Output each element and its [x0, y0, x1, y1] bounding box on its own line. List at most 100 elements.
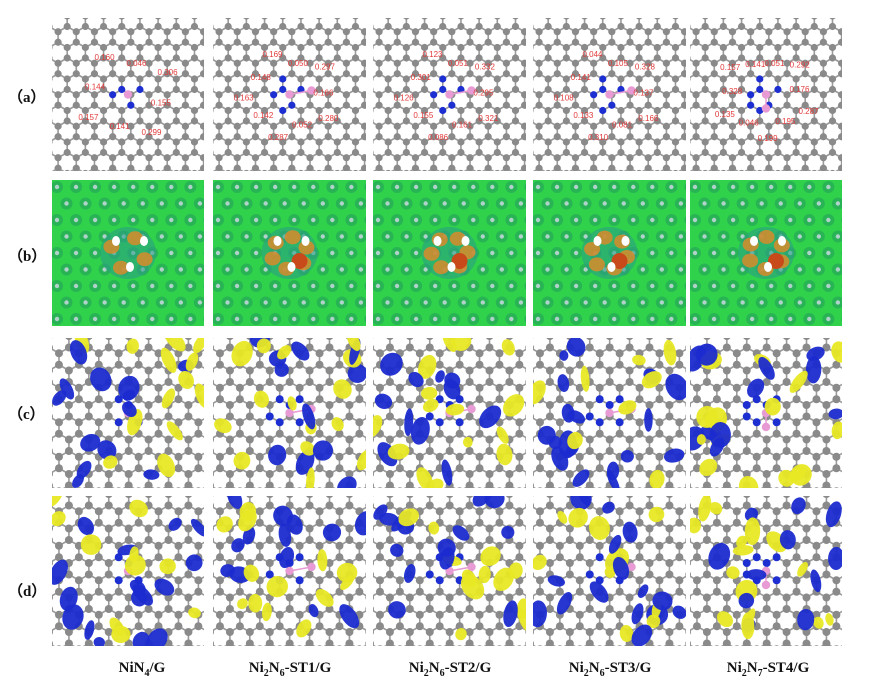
carbon-atom — [324, 28, 332, 36]
carbon-atom — [251, 133, 260, 141]
charge-label: 0.160 — [95, 53, 116, 62]
nitrogen-atom — [279, 85, 287, 94]
carbon-atom — [225, 378, 234, 386]
carbon-atom — [505, 481, 514, 488]
charge-label: 0.142 — [253, 111, 274, 120]
density-halo — [579, 296, 592, 309]
carbon-atom — [279, 43, 287, 52]
carbon-atom — [213, 413, 214, 420]
carbon-atom — [502, 28, 510, 36]
density-halo — [674, 263, 686, 276]
isosurface-yellow — [185, 352, 199, 371]
density-halo — [457, 296, 470, 309]
carbon-atom — [719, 106, 727, 115]
carbon-atom — [465, 366, 474, 375]
carbon-atom — [118, 18, 125, 20]
carbon-atom — [747, 70, 755, 78]
nitrogen-atom — [435, 418, 444, 427]
density-hole — [272, 316, 278, 322]
density-hole — [244, 201, 249, 206]
density-halo — [127, 214, 140, 226]
isosurface-blue — [268, 444, 287, 466]
density-halo — [373, 280, 384, 292]
density-hole — [102, 300, 107, 305]
carbon-atom — [373, 150, 374, 155]
carbon-atom — [52, 413, 53, 420]
carbon-atom — [485, 435, 494, 444]
carbon-atom — [265, 481, 274, 488]
isosurface-blue — [122, 389, 136, 401]
carbon-atom — [445, 366, 454, 375]
carbon-atom — [395, 418, 404, 427]
isosurface-blue — [122, 401, 137, 418]
carbon-atom — [136, 117, 144, 125]
density-halo — [400, 197, 413, 210]
carbon-atom — [425, 447, 434, 455]
density-halo — [193, 230, 204, 243]
density-halo — [70, 280, 83, 292]
carbon-atom — [215, 360, 224, 369]
carbon-atom — [279, 117, 287, 125]
carbon-atom — [411, 154, 420, 162]
carbon-atom — [393, 164, 401, 171]
density-halo — [354, 296, 366, 309]
density-halo — [646, 214, 659, 226]
carbon-atom — [702, 18, 709, 20]
density-halo — [250, 280, 263, 292]
carbon-atom — [710, 164, 718, 171]
density-hole — [234, 217, 240, 223]
carbon-atom — [373, 140, 374, 144]
density-halo — [391, 181, 404, 193]
carbon-atom — [213, 150, 214, 155]
carbon-atom — [720, 169, 726, 171]
carbon-atom — [342, 122, 350, 130]
carbon-atom — [511, 106, 520, 115]
charge-label: 0.166 — [638, 114, 659, 123]
carbon-atom — [255, 464, 264, 473]
density-halo — [746, 214, 759, 226]
carbon-atom — [52, 87, 53, 92]
density-halo — [70, 214, 83, 226]
density-halo — [108, 214, 121, 226]
panel-svg — [213, 180, 366, 326]
nitrogen-atom — [439, 85, 447, 94]
carbon-atom — [792, 117, 800, 125]
nitrogen-atom — [617, 85, 625, 94]
carbon-atom — [226, 338, 234, 340]
carbon-atom — [315, 138, 323, 146]
carbon-atom — [544, 43, 552, 52]
carbon-atom — [626, 154, 634, 162]
carbon-atom — [245, 447, 254, 455]
carbon-atom — [756, 117, 764, 125]
carbon-atom — [81, 106, 89, 115]
carbon-atom — [801, 91, 809, 99]
density-hole — [73, 316, 79, 322]
carbon-atom — [420, 85, 429, 94]
carbon-atom — [224, 54, 232, 62]
carbon-atom — [535, 154, 543, 162]
nitrogen-atom — [599, 85, 607, 94]
carbon-atom — [435, 452, 444, 461]
density-hole — [339, 201, 345, 206]
density-halo — [831, 197, 842, 210]
carbon-atom — [352, 18, 359, 20]
density-halo — [533, 247, 544, 259]
carbon-atom — [533, 87, 534, 92]
density-halo — [335, 296, 348, 309]
carbon-atom — [105, 338, 113, 340]
density-hole — [188, 316, 193, 322]
density-hole — [631, 217, 636, 223]
charge-label: 0.292 — [790, 61, 811, 70]
carbon-atom — [435, 383, 444, 392]
carbon-atom — [242, 43, 250, 52]
density-halo — [646, 181, 659, 193]
density-halo — [213, 214, 224, 226]
carbon-atom — [181, 28, 189, 36]
carbon-atom — [251, 28, 260, 36]
density-hole — [740, 201, 745, 206]
carbon-atom — [671, 54, 680, 62]
density-hole — [769, 316, 774, 322]
density-halo — [174, 263, 187, 276]
density-halo — [822, 247, 835, 259]
density-halo — [231, 181, 244, 193]
